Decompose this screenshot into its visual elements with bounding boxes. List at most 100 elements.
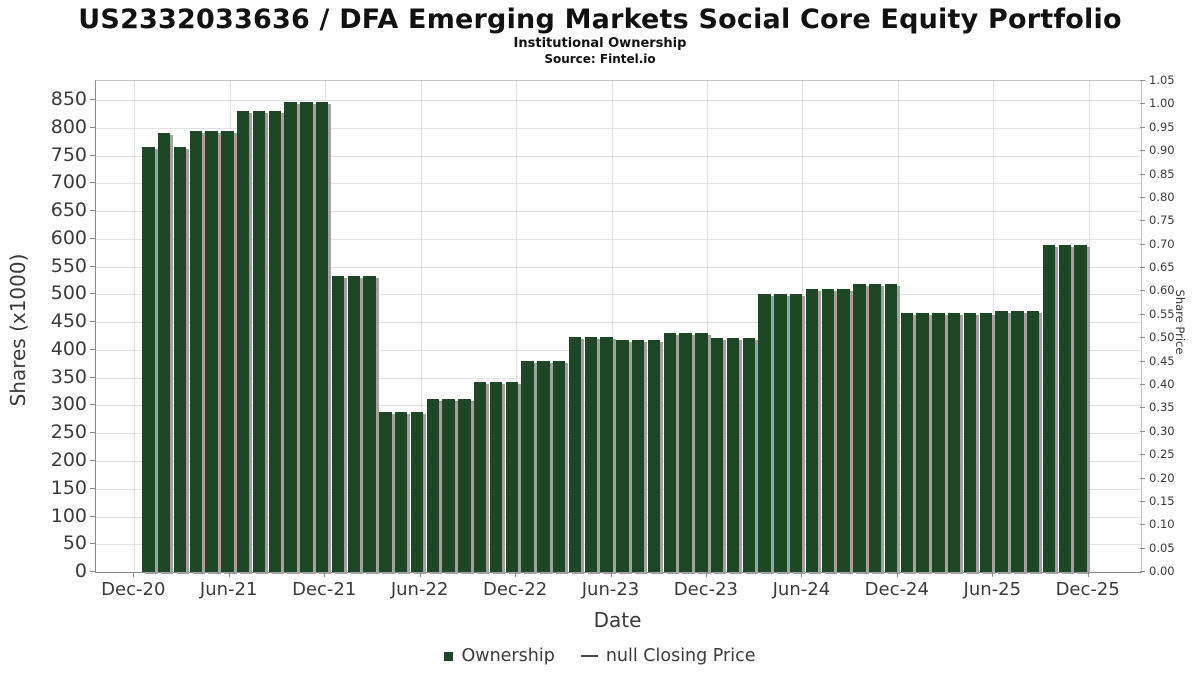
ownership-bar[interactable]: [221, 130, 234, 572]
ownership-bar[interactable]: [679, 333, 692, 572]
ownership-bar[interactable]: [853, 283, 866, 572]
ownership-bar[interactable]: [932, 312, 945, 572]
ownership-bar[interactable]: [963, 312, 977, 572]
left-tick-label: 150: [50, 476, 87, 499]
ownership-bar[interactable]: [758, 293, 771, 572]
x-tick-label: Dec-25: [1055, 579, 1120, 600]
ownership-bar[interactable]: [410, 412, 424, 572]
ownership-bar[interactable]: [979, 312, 993, 572]
ownership-bar[interactable]: [473, 381, 487, 572]
ownership-bar[interactable]: [205, 130, 218, 572]
ownership-bar[interactable]: [157, 132, 171, 572]
ownership-bar[interactable]: [458, 398, 471, 572]
ownership-bar[interactable]: [331, 276, 345, 572]
ownership-bar[interactable]: [347, 276, 361, 572]
ownership-bar[interactable]: [884, 283, 898, 572]
ownership-bar[interactable]: [805, 289, 819, 572]
gridline-v: [993, 81, 995, 572]
left-tick-label: 200: [50, 448, 87, 471]
ownership-bar[interactable]: [663, 333, 677, 572]
ownership-bar[interactable]: [426, 398, 440, 572]
ownership-bar[interactable]: [315, 101, 329, 572]
y-axis-label-right: Share Price: [1173, 289, 1187, 355]
ownership-bar[interactable]: [837, 289, 850, 572]
ownership-bar[interactable]: [726, 338, 740, 572]
right-tick-mark: [1140, 243, 1145, 245]
ownership-bar[interactable]: [995, 310, 1008, 572]
ownership-bar[interactable]: [363, 276, 376, 572]
ownership-bar[interactable]: [142, 147, 155, 572]
ownership-bar[interactable]: [710, 338, 724, 572]
ownership-bar[interactable]: [1058, 244, 1072, 572]
ownership-bar[interactable]: [236, 110, 250, 572]
ownership-bar[interactable]: [789, 293, 803, 572]
gridline-h: [96, 238, 1141, 240]
right-tick-label: 0.50: [1149, 330, 1175, 345]
ownership-bar[interactable]: [616, 340, 629, 572]
ownership-bar[interactable]: [742, 338, 756, 572]
x-tick-label: Dec-24: [864, 579, 929, 600]
left-tick-mark: [90, 432, 95, 434]
ownership-bar[interactable]: [900, 312, 914, 572]
ownership-bar[interactable]: [568, 337, 582, 572]
ownership-bar[interactable]: [442, 398, 455, 572]
x-tick-mark: [801, 572, 803, 577]
right-tick-mark: [1140, 500, 1145, 502]
ownership-bar[interactable]: [1011, 310, 1024, 572]
x-tick-label: Jun-23: [581, 579, 640, 600]
x-tick-mark: [1087, 572, 1089, 577]
x-tick-mark: [419, 572, 421, 577]
right-tick-label: 0.95: [1149, 119, 1175, 134]
right-tick-label: 0.70: [1149, 236, 1175, 251]
gridline-h: [96, 155, 1141, 157]
left-tick-label: 300: [50, 393, 87, 416]
left-tick-mark: [90, 487, 95, 489]
right-tick-mark: [1140, 173, 1145, 175]
left-tick-mark: [90, 321, 95, 323]
ownership-bar[interactable]: [916, 312, 929, 572]
left-tick-mark: [90, 210, 95, 212]
ownership-bar[interactable]: [600, 337, 613, 572]
plot-area: [95, 80, 1142, 573]
ownership-bar[interactable]: [647, 340, 661, 572]
gridline-h: [96, 100, 1141, 101]
x-tick-mark: [228, 572, 230, 577]
right-tick-mark: [1140, 571, 1145, 572]
gridline-h: [96, 294, 1141, 296]
x-tick-mark: [705, 572, 707, 577]
ownership-bar[interactable]: [552, 361, 566, 572]
ownership-bar[interactable]: [821, 289, 835, 572]
ownership-bar[interactable]: [868, 283, 882, 572]
right-tick-mark: [1140, 220, 1145, 222]
ownership-bar[interactable]: [1026, 310, 1040, 572]
x-tick-label: Dec-22: [482, 579, 548, 600]
right-tick-label: 0.85: [1149, 166, 1175, 181]
ownership-bar[interactable]: [189, 130, 203, 572]
ownership-bar[interactable]: [268, 110, 282, 572]
ownership-bar[interactable]: [1042, 244, 1056, 572]
ownership-bar[interactable]: [284, 101, 297, 572]
ownership-bar[interactable]: [489, 381, 503, 572]
ownership-bar[interactable]: [394, 412, 408, 572]
ownership-bar[interactable]: [947, 312, 961, 572]
right-tick-label: 0.65: [1149, 260, 1175, 274]
ownership-bar[interactable]: [521, 361, 534, 572]
y-axis-label-left: Shares (x1000): [6, 253, 30, 407]
ownership-bar[interactable]: [631, 340, 645, 572]
gridline-v: [1088, 81, 1090, 572]
ownership-bar[interactable]: [505, 381, 519, 572]
ownership-bar[interactable]: [173, 147, 187, 572]
right-tick-label: 0.45: [1149, 353, 1175, 368]
ownership-bar[interactable]: [584, 337, 598, 572]
ownership-bar[interactable]: [379, 412, 392, 572]
ownership-bar[interactable]: [774, 293, 787, 572]
ownership-bar[interactable]: [695, 333, 708, 572]
ownership-bar[interactable]: [537, 361, 550, 572]
ownership-bar[interactable]: [300, 101, 313, 572]
ownership-bar[interactable]: [1074, 244, 1087, 572]
x-tick-label: Dec-23: [673, 579, 738, 600]
right-tick-mark: [1140, 547, 1145, 549]
x-tick-mark: [610, 572, 612, 577]
right-tick-label: 1.00: [1149, 96, 1175, 111]
ownership-bar[interactable]: [252, 110, 266, 572]
